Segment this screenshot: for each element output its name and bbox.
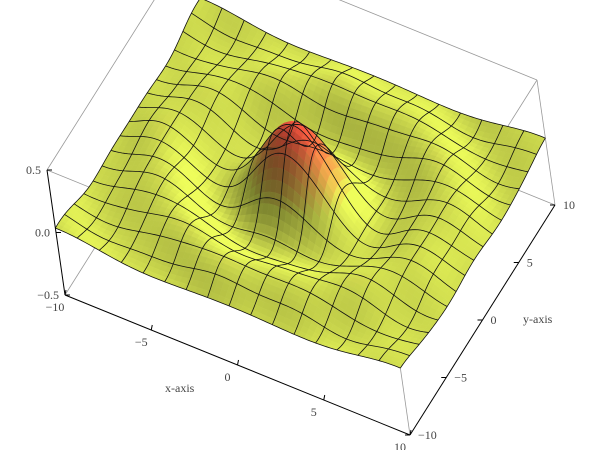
z-tick-label: −0.5: [37, 288, 59, 302]
x-tick-label: −5: [135, 335, 148, 349]
y-tick-label: 0: [491, 313, 497, 327]
z-tick-label: 0.0: [35, 226, 50, 240]
z-tick-label: 0.5: [26, 163, 41, 177]
box-edge: [46, 0, 155, 171]
box-edge: [338, 0, 538, 81]
x-axis-label: x-axis: [165, 381, 195, 395]
x-tick: [237, 359, 239, 366]
x-tick: [150, 324, 153, 331]
x-tick-label: 5: [311, 405, 317, 419]
y-tick-label: 5: [527, 256, 533, 270]
y-axis-label: y-axis: [523, 312, 553, 326]
x-tick-label: 0: [225, 370, 231, 384]
y-tick-label: −5: [454, 371, 467, 385]
y-tick-label: 10: [563, 198, 575, 212]
x-tick-label: −10: [46, 300, 65, 314]
y-tick-label: −10: [418, 428, 437, 442]
box-edge: [536, 79, 556, 206]
surface: [55, 0, 546, 369]
x-tick: [323, 394, 326, 401]
x-tick-label: 10: [394, 440, 406, 450]
